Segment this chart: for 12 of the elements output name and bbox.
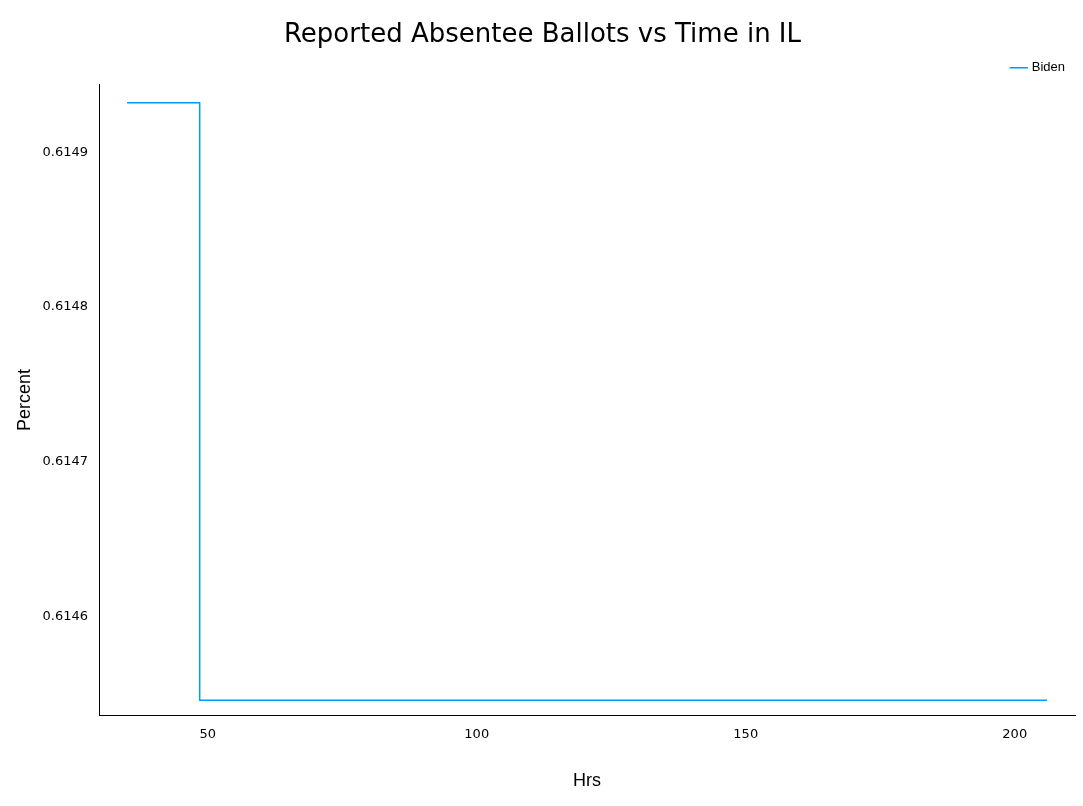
y-tick-label: 0.6149 [42, 143, 89, 159]
y-tick-label: 0.6147 [42, 453, 89, 469]
x-tick-label: 150 [733, 725, 759, 741]
x-tick-label: 50 [199, 725, 217, 741]
x-tick-label: 100 [464, 725, 490, 741]
y-tick-label: 0.6146 [42, 608, 89, 624]
y-tick-label: 0.6148 [42, 298, 89, 314]
x-tick-label: 200 [1002, 725, 1028, 741]
legend-label: Biden [1031, 59, 1065, 75]
chart-title: Reported Absentee Ballots vs Time in IL [283, 18, 802, 49]
y-axis-title: Percent [13, 368, 34, 432]
x-axis-title: Hrs [573, 770, 602, 791]
